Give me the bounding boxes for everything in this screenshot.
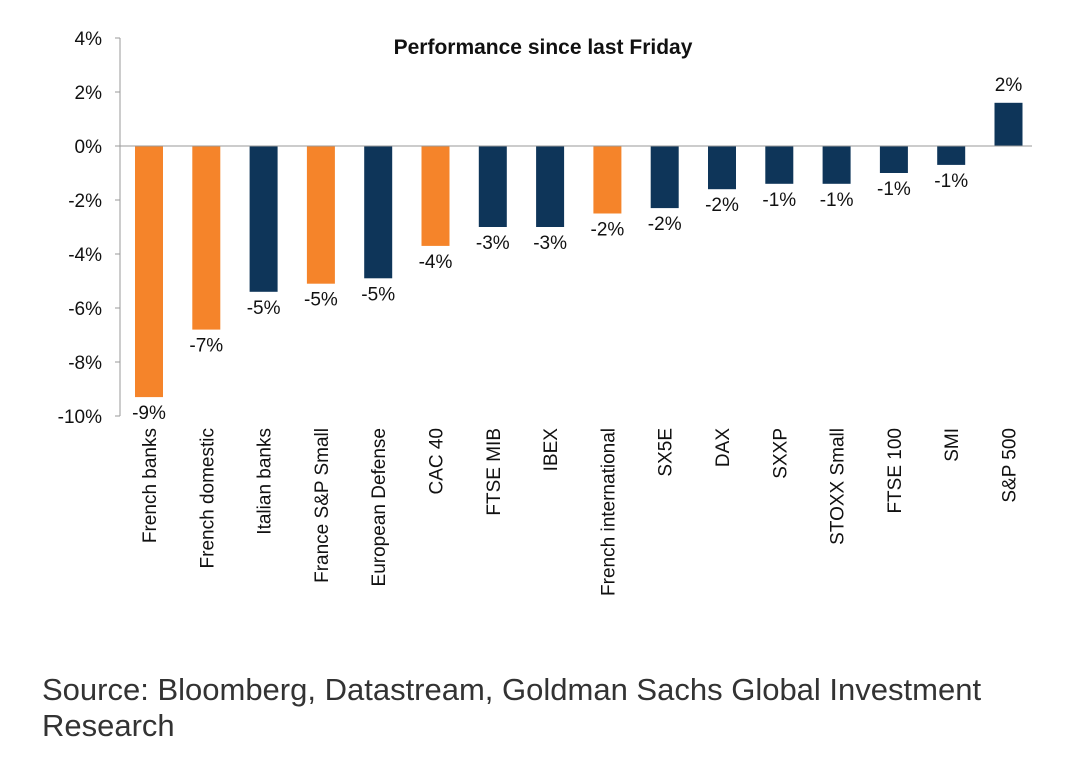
bar [192,146,221,330]
y-tick-label: 2% [75,83,103,104]
category-label: S&P 500 [1000,428,1021,503]
data-label: -2% [591,220,625,241]
category-label: Italian banks [255,428,276,535]
category-label: FTSE 100 [885,428,906,514]
bar [364,146,393,279]
bar [249,146,278,292]
y-tick-label: -6% [68,299,102,320]
data-label: -3% [476,233,510,254]
y-tick-label: -2% [68,191,102,212]
chart-title: Performance since last Friday [394,36,693,59]
data-label: -9% [132,403,166,424]
bar [708,146,736,190]
x-axis: French banks French domestic Italian banks… [120,145,1032,596]
y-tick-label: -4% [68,245,102,266]
bar [822,146,851,184]
y-tick-label: -8% [68,353,102,374]
bar-chart: Performance since last Friday 4%2%0%-2%-… [58,29,1032,596]
y-axis: 4% 2% 0% -2% -4% -6% -8% -10% [58,29,121,428]
category-label: IBEX [541,428,562,472]
data-label: -1% [820,190,854,211]
data-label: -1% [934,171,968,192]
bar [650,146,679,209]
category-label: FTSE MIB [484,428,505,516]
y-tick-label: 0% [75,137,103,158]
bar [306,146,335,284]
data-label: -5% [247,298,281,319]
data-labels: -9% -7% -5% -5% -5% -4% -3% -3% -2% -2% -2% -1% -1% -… [132,75,1022,424]
data-label: -2% [648,214,682,235]
category-label: STOXX Small [828,428,849,545]
data-label: -3% [533,233,567,254]
bar [765,146,794,184]
bar [478,146,507,227]
y-tick-label: 4% [75,29,103,50]
bar [879,146,908,173]
category-label: SXXP [770,428,791,479]
data-label: -5% [304,290,338,311]
data-label: -1% [877,179,911,200]
data-label: -4% [419,252,453,273]
data-label: -5% [361,284,395,305]
bar [536,146,565,227]
category-label: DAX [713,428,734,467]
bar [421,146,450,246]
bar [135,146,163,398]
data-label: 2% [995,75,1023,96]
category-label: France S&P Small [312,428,333,583]
source-note: Source: Bloomberg, Datastream, Goldman S… [42,672,982,743]
bars [135,102,1023,398]
bar [994,102,1023,146]
category-label: CAC 40 [427,428,448,495]
category-label: French international [598,428,619,596]
bar [937,146,966,165]
data-label: -1% [762,190,796,211]
category-label: SX5E [656,428,677,477]
data-label: -2% [705,195,739,216]
category-label: European Defense [369,428,390,586]
y-tick-label: -10% [58,407,102,428]
bar [593,146,622,214]
category-label: French domestic [197,428,218,568]
category-label: French banks [140,428,161,543]
data-label: -7% [189,336,223,357]
category-label: SMI [942,428,963,462]
